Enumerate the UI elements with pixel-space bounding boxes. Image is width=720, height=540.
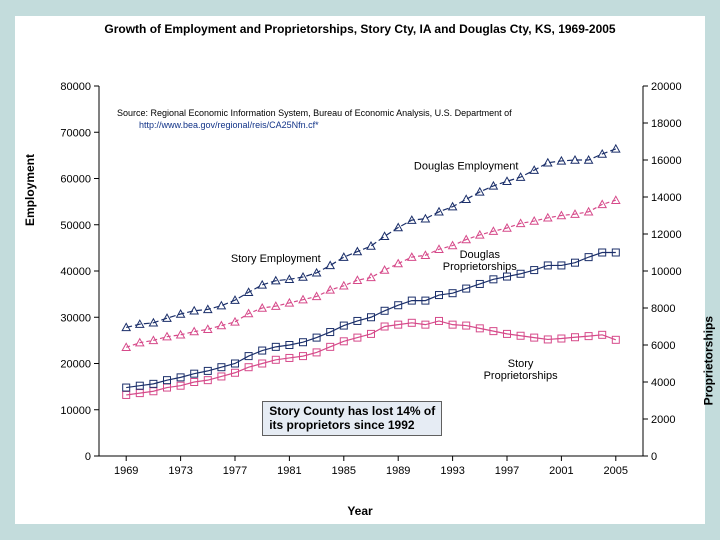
slide-background: Growth of Employment and Proprietorships… [0, 0, 720, 540]
svg-text:1993: 1993 [440, 465, 464, 477]
svg-text:10000: 10000 [60, 405, 91, 417]
svg-text:1981: 1981 [277, 465, 301, 477]
svg-text:30000: 30000 [60, 312, 91, 324]
svg-text:1973: 1973 [168, 465, 192, 477]
svg-text:50000: 50000 [60, 220, 91, 232]
svg-text:Story Employment: Story Employment [231, 253, 321, 265]
svg-text:Douglas: Douglas [460, 249, 501, 261]
svg-text:1969: 1969 [114, 465, 138, 477]
y-left-axis-label: Employment [23, 154, 37, 226]
svg-text:1997: 1997 [495, 465, 519, 477]
svg-text:60000: 60000 [60, 174, 91, 186]
svg-text:1989: 1989 [386, 465, 410, 477]
svg-text:Douglas Employment: Douglas Employment [414, 160, 519, 172]
svg-text:80000: 80000 [60, 81, 91, 93]
svg-text:14000: 14000 [651, 192, 682, 204]
callout-line1: Story County has lost 14% of [269, 404, 435, 418]
svg-text:2000: 2000 [651, 414, 675, 426]
svg-text:12000: 12000 [651, 229, 682, 241]
svg-text:Proprietorships: Proprietorships [443, 261, 517, 273]
svg-text:70000: 70000 [60, 127, 91, 139]
chart-title: Growth of Employment and Proprietorships… [15, 22, 705, 37]
svg-text:Source: Regional Economic Info: Source: Regional Economic Information Sy… [117, 108, 512, 118]
svg-text:Proprietorships: Proprietorships [484, 370, 558, 382]
svg-text:8000: 8000 [651, 303, 675, 315]
svg-text:20000: 20000 [60, 359, 91, 371]
y-right-axis-label: Proprietorships [701, 316, 715, 405]
callout-line2: its proprietors since 1992 [269, 418, 435, 432]
svg-text:http://www.bea.gov/regional/re: http://www.bea.gov/regional/reis/CA25Nfn… [139, 120, 319, 130]
svg-text:16000: 16000 [651, 155, 682, 167]
svg-text:Story: Story [508, 358, 534, 370]
svg-text:2005: 2005 [604, 465, 628, 477]
svg-text:6000: 6000 [651, 340, 675, 352]
svg-text:0: 0 [651, 451, 657, 463]
svg-text:4000: 4000 [651, 377, 675, 389]
svg-text:2001: 2001 [549, 465, 573, 477]
svg-text:20000: 20000 [651, 81, 682, 93]
callout-box: Story County has lost 14% of its proprie… [262, 401, 442, 437]
svg-text:40000: 40000 [60, 266, 91, 278]
svg-text:10000: 10000 [651, 266, 682, 278]
svg-text:0: 0 [85, 451, 91, 463]
svg-text:18000: 18000 [651, 118, 682, 130]
x-axis-label: Year [15, 504, 705, 518]
chart-frame: Growth of Employment and Proprietorships… [15, 16, 705, 524]
svg-text:1977: 1977 [223, 465, 247, 477]
svg-text:1985: 1985 [332, 465, 356, 477]
